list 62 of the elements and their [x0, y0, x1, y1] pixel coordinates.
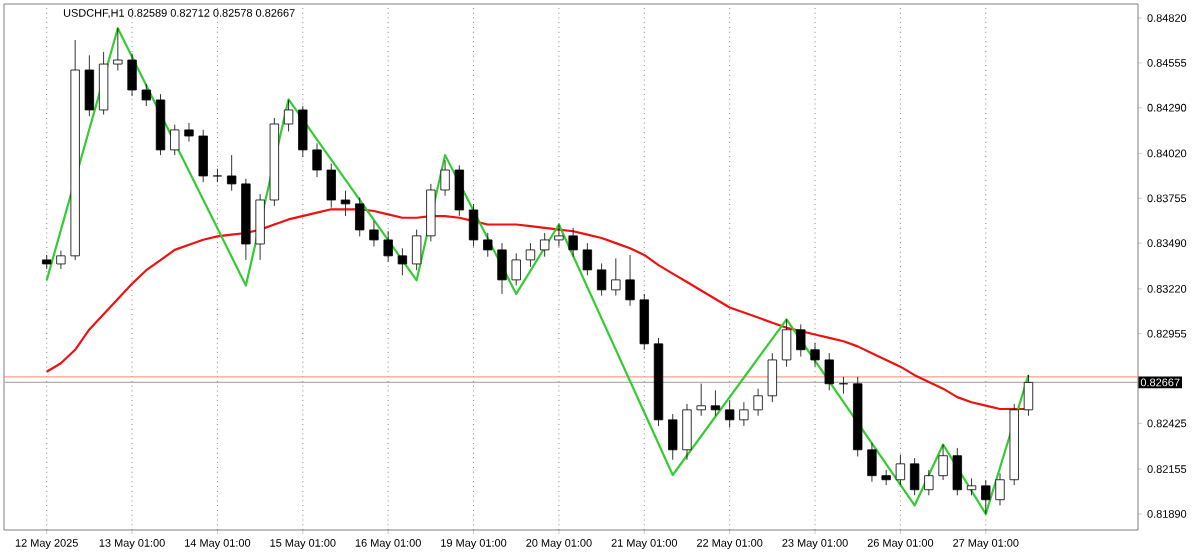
candlestick	[895, 454, 906, 486]
candlestick	[411, 229, 422, 271]
candlestick	[383, 230, 393, 263]
candlestick	[184, 122, 194, 142]
candlestick	[568, 227, 578, 258]
candlestick	[56, 250, 66, 270]
candlestick	[369, 220, 379, 247]
candlestick	[170, 124, 180, 156]
candlestick	[952, 447, 962, 496]
candlestick	[198, 129, 208, 183]
candlestick	[355, 197, 365, 237]
candlestick	[127, 53, 137, 97]
candlestick	[767, 352, 777, 403]
candlestick	[312, 142, 322, 178]
candlestick	[440, 159, 450, 197]
candlestick	[326, 163, 336, 208]
candlestick	[141, 83, 151, 107]
candlestick	[582, 242, 593, 276]
candlestick	[867, 442, 877, 483]
candlestick	[611, 257, 621, 296]
candlestick	[981, 479, 991, 515]
candlestick	[397, 247, 408, 276]
candlestick	[810, 342, 820, 368]
candlestick	[483, 232, 493, 258]
candlestick	[554, 224, 564, 247]
candlestick	[468, 203, 479, 247]
candlestick	[255, 193, 265, 261]
candlestick	[668, 413, 678, 461]
candlestick	[98, 51, 109, 115]
candlestick	[639, 293, 649, 351]
candlestick	[298, 105, 308, 158]
candlestick	[540, 232, 550, 258]
candlestick	[781, 318, 792, 368]
candlestick	[966, 477, 977, 496]
candlestick	[938, 444, 948, 481]
candlestick	[283, 99, 294, 132]
candlestick	[84, 54, 95, 117]
candlestick	[838, 376, 849, 395]
candlestick	[113, 27, 123, 71]
candlestick	[497, 242, 507, 295]
candlestick	[909, 457, 920, 496]
candlestick	[682, 403, 692, 461]
candlestick	[724, 400, 735, 429]
candlestick	[454, 164, 464, 217]
candlestick	[226, 154, 237, 192]
candlestick	[525, 242, 536, 268]
candlestick	[924, 469, 934, 496]
candlestick	[753, 388, 763, 417]
candlestick	[511, 252, 521, 286]
candlestick	[796, 323, 806, 357]
candlestick	[1023, 374, 1034, 417]
candlestick	[995, 472, 1005, 506]
candlestick	[426, 183, 436, 242]
candlestick	[696, 383, 706, 417]
candlestick	[212, 168, 223, 183]
line-series	[45, 27, 1030, 516]
candlestick	[710, 389, 721, 417]
candlestick	[824, 352, 834, 391]
candlestick	[739, 401, 749, 427]
candlestick	[625, 254, 635, 307]
candlestick	[340, 190, 351, 217]
candlestick	[596, 263, 607, 296]
